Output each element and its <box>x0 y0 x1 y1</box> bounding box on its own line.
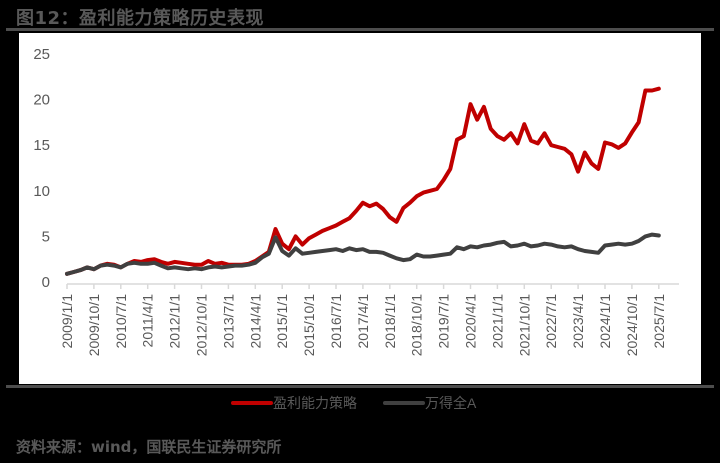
y-tick-label: 20 <box>33 92 50 109</box>
y-tick-label: 15 <box>33 137 50 154</box>
x-tick-label: 2024/1/1 <box>597 294 613 349</box>
x-tick-label: 2023/4/1 <box>570 294 586 349</box>
plot-lines <box>65 86 661 276</box>
x-tick-label: 2016/7/1 <box>328 294 344 349</box>
x-tick-label: 2020/4/1 <box>463 294 479 349</box>
x-tick-label: 2018/1/1 <box>382 294 398 349</box>
x-tick-label: 2010/7/1 <box>113 294 129 349</box>
x-tick-label: 2015/10/1 <box>301 294 317 356</box>
legend-label-strategy: 盈利能力策略 <box>273 395 357 411</box>
bottom-divider <box>6 385 714 388</box>
y-tick-label: 0 <box>42 274 50 291</box>
source-note: 资料来源：wind，国联民生证券研究所 <box>16 438 282 456</box>
x-tick-label: 2018/10/1 <box>409 294 425 356</box>
y-tick-label: 5 <box>42 228 50 245</box>
x-tick-label: 2009/10/1 <box>86 294 102 356</box>
x-tick-label: 2009/1/1 <box>59 294 75 349</box>
chart-legend: 盈利能力策略 万得全A <box>231 393 476 413</box>
x-tick-label: 2021/1/1 <box>489 294 505 349</box>
x-tick-label: 2013/7/1 <box>220 294 236 349</box>
x-tick-label: 2017/4/1 <box>355 294 371 349</box>
title-divider <box>6 28 714 31</box>
y-tick-label: 25 <box>33 46 50 63</box>
figure-title: 图12：盈利能力策略历史表现 <box>16 8 265 29</box>
series-line-strategy <box>65 86 661 276</box>
line-chart: 0 5 10 15 20 25 2009/1/1 2009/10/1 2010/7/1 2011… <box>33 46 679 356</box>
x-tick-label: 2011/4/1 <box>140 294 156 348</box>
x-tick-label: 2012/10/1 <box>194 294 210 356</box>
legend-swatch-index <box>383 401 425 405</box>
series-line-wind-all-a <box>65 232 661 276</box>
x-tick-label: 2019/7/1 <box>436 294 452 349</box>
legend-label-index: 万得全A <box>425 395 477 411</box>
x-tick-label: 2015/1/1 <box>274 294 290 349</box>
x-tick-label: 2014/4/1 <box>247 294 263 349</box>
chart-panel: 0 5 10 15 20 25 2009/1/1 2009/10/1 2010/7/1 2011… <box>19 33 701 384</box>
x-tick-label: 2021/10/1 <box>516 294 532 356</box>
x-tick-label: 2025/7/1 <box>651 294 667 349</box>
y-axis: 0 5 10 15 20 25 <box>33 46 50 291</box>
x-tick-label: 2022/7/1 <box>543 294 559 349</box>
legend-swatch-strategy <box>231 401 273 405</box>
y-tick-label: 10 <box>33 183 50 200</box>
x-tick-label: 2024/10/1 <box>624 294 640 356</box>
x-tick-label: 2012/1/1 <box>167 294 183 349</box>
x-axis: 2009/1/1 2009/10/1 2010/7/1 2011/4/1 2012/1/… <box>59 283 679 356</box>
